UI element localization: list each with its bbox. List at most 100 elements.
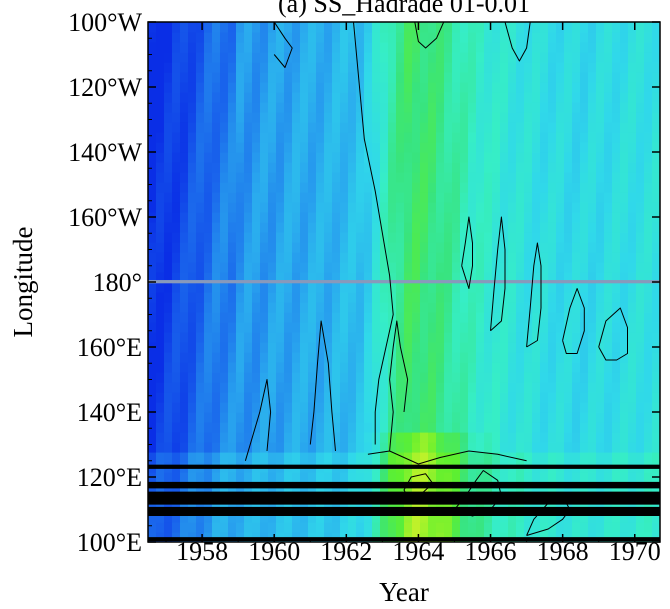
heatmap-cell <box>404 132 413 143</box>
heatmap-cell <box>516 322 525 333</box>
heatmap-cell <box>596 432 605 443</box>
heatmap-cell <box>556 32 565 43</box>
heatmap-cell <box>268 62 277 73</box>
heatmap-cell <box>580 202 589 213</box>
heatmap-cell <box>172 472 181 483</box>
heatmap-cell <box>260 472 269 483</box>
heatmap-cell <box>300 512 309 523</box>
heatmap-cell <box>372 272 381 283</box>
heatmap-cell <box>324 222 333 233</box>
heatmap-cell <box>444 232 453 243</box>
heatmap-cell <box>188 472 197 483</box>
heatmap-cell <box>548 22 557 33</box>
heatmap-cell <box>580 282 589 293</box>
heatmap-cell <box>564 272 573 283</box>
heatmap-cell <box>260 302 269 313</box>
heatmap-cell <box>564 122 573 133</box>
heatmap-cell <box>636 252 645 263</box>
heatmap-cell <box>444 172 453 183</box>
heatmap-cell <box>404 512 413 523</box>
heatmap-cell <box>172 212 181 223</box>
heatmap-cell <box>556 372 565 383</box>
heatmap-cell <box>644 342 653 353</box>
heatmap-cell <box>612 182 621 193</box>
heatmap-cell <box>180 122 189 133</box>
heatmap-cell <box>252 192 261 203</box>
heatmap-cell <box>276 422 285 433</box>
heatmap-cell <box>556 382 565 393</box>
heatmap-cell <box>252 182 261 193</box>
heatmap-cell <box>340 152 349 163</box>
heatmap-cell <box>516 82 525 93</box>
heatmap-cell <box>484 212 493 223</box>
heatmap-cell <box>156 182 165 193</box>
heatmap-cell <box>156 322 165 333</box>
heatmap-cell <box>212 332 221 343</box>
heatmap-cell <box>372 112 381 123</box>
heatmap-cell <box>332 432 341 443</box>
heatmap-cell <box>164 322 173 333</box>
heatmap-cell <box>548 372 557 383</box>
heatmap-cell <box>444 352 453 363</box>
heatmap-cell <box>468 42 477 53</box>
heatmap-cell <box>284 92 293 103</box>
heatmap-cell <box>236 172 245 183</box>
heatmap-cell <box>348 22 357 33</box>
heatmap-cell <box>284 392 293 403</box>
heatmap-cell <box>484 162 493 173</box>
heatmap-cell <box>484 172 493 183</box>
heatmap-cell <box>260 532 269 542</box>
heatmap-cell <box>636 452 645 463</box>
heatmap-cell <box>332 342 341 353</box>
heatmap-cell <box>300 302 309 313</box>
heatmap-cell <box>260 432 269 443</box>
heatmap-cell <box>644 512 653 523</box>
heatmap-cell <box>572 42 581 53</box>
heatmap-cell <box>228 22 237 33</box>
heatmap-cell <box>388 242 397 253</box>
heatmap-cell <box>332 392 341 403</box>
heatmap-cell <box>396 182 405 193</box>
heatmap-cell <box>516 342 525 353</box>
heatmap-cell <box>604 172 613 183</box>
heatmap-cell <box>164 362 173 373</box>
masked-band <box>148 481 660 489</box>
heatmap-cell <box>156 42 165 53</box>
heatmap-cell <box>220 112 229 123</box>
heatmap-cell <box>524 142 533 153</box>
heatmap-cell <box>628 232 637 243</box>
heatmap-cell <box>164 142 173 153</box>
heatmap-cell <box>300 402 309 413</box>
heatmap-cell <box>228 432 237 443</box>
heatmap-cell <box>396 42 405 53</box>
heatmap-cell <box>532 432 541 443</box>
heatmap-cell <box>284 472 293 483</box>
heatmap-cell <box>372 432 381 443</box>
heatmap-cell <box>260 272 269 283</box>
heatmap-cell <box>588 442 597 453</box>
heatmap-cell <box>636 52 645 63</box>
heatmap-cell <box>596 132 605 143</box>
heatmap-cell <box>252 342 261 353</box>
heatmap-cell <box>580 362 589 373</box>
heatmap-cell <box>428 312 437 323</box>
heatmap-cell <box>444 412 453 423</box>
heatmap-cell <box>332 92 341 103</box>
heatmap-cell <box>532 362 541 373</box>
heatmap-cell <box>172 102 181 113</box>
heatmap-cell <box>420 362 429 373</box>
heatmap-cell <box>580 292 589 303</box>
heatmap-cell <box>316 312 325 323</box>
heatmap-cell <box>252 262 261 273</box>
heatmap-cell <box>156 82 165 93</box>
heatmap-cell <box>524 62 533 73</box>
heatmap-cell <box>164 202 173 213</box>
heatmap-cell <box>564 262 573 273</box>
heatmap-cell <box>436 272 445 283</box>
heatmap-cell <box>244 532 253 542</box>
heatmap-cell <box>516 112 525 123</box>
heatmap-cell <box>604 132 613 143</box>
heatmap-cell <box>620 442 629 453</box>
heatmap-cell <box>548 362 557 373</box>
heatmap-cell <box>316 522 325 533</box>
